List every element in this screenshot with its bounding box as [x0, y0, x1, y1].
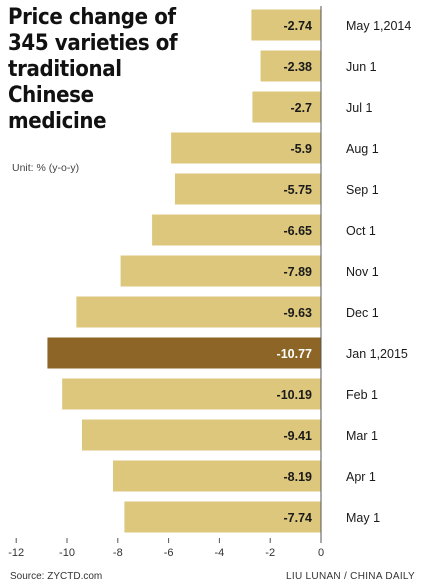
- category-label-9: Feb 1: [346, 388, 378, 402]
- source-note: Source: ZYCTD.com: [10, 571, 103, 582]
- category-label-7: Dec 1: [346, 306, 379, 320]
- bar-3: [171, 132, 321, 164]
- bar-2: [252, 91, 321, 123]
- category-label-1: Jun 1: [346, 60, 377, 74]
- category-label-0: May 1,2014: [346, 19, 411, 33]
- bar-value-label-8: -10.77: [277, 347, 312, 361]
- bar-value-label-2: -2.7: [290, 101, 312, 115]
- bar-value-label-7: -9.63: [284, 306, 313, 320]
- category-label-6: Nov 1: [346, 265, 379, 279]
- category-label-11: Apr 1: [346, 470, 376, 484]
- bar-value-label-3: -5.9: [290, 142, 312, 156]
- category-label-5: Oct 1: [346, 224, 376, 238]
- bar-5: [152, 214, 321, 246]
- category-label-3: Aug 1: [346, 142, 379, 156]
- x-axis: -12 -10 -8 -6 -4 -2 0: [8, 6, 324, 559]
- bar-value-label-6: -7.89: [284, 265, 313, 279]
- bar-6: [120, 255, 322, 287]
- bars-group: -2.74 May 1,2014 -2.38 Jun 1 -2.7 Jul 1 -5.9 Au…: [47, 9, 411, 533]
- x-tick-label-5: -2: [265, 547, 275, 559]
- bar-7: [76, 296, 321, 328]
- bar-value-label-4: -5.75: [284, 183, 313, 197]
- bar-value-label-11: -8.19: [284, 470, 313, 484]
- bar-1: [260, 50, 321, 82]
- credit-note: LIU LUNAN / CHINA DAILY: [286, 571, 415, 582]
- category-label-4: Sep 1: [346, 183, 379, 197]
- bar-9: [62, 378, 321, 410]
- bar-4: [174, 173, 321, 205]
- x-tick-label-4: -4: [215, 547, 225, 559]
- category-label-8: Jan 1,2015: [346, 347, 408, 361]
- bar-value-label-1: -2.38: [284, 60, 313, 74]
- bar-value-label-12: -7.74: [284, 511, 313, 525]
- x-tick-label-6: 0: [318, 547, 324, 559]
- x-tick-label-1: -10: [59, 547, 75, 559]
- bar-8: [47, 337, 321, 369]
- category-label-2: Jul 1: [346, 101, 372, 115]
- bar-12: [124, 501, 322, 533]
- unit-label: Unit: % (y-o-y): [12, 162, 80, 174]
- x-tick-label-0: -12: [8, 547, 24, 559]
- bar-value-label-9: -10.19: [277, 388, 312, 402]
- bar-value-label-10: -9.41: [284, 429, 313, 443]
- bar-11: [112, 460, 321, 492]
- chart-title: Price change of 345 varieties of traditi…: [8, 5, 178, 134]
- category-label-12: May 1: [346, 511, 380, 525]
- bar-10: [81, 419, 322, 451]
- bar-value-label-0: -2.74: [284, 19, 313, 33]
- bar-value-label-5: -6.65: [284, 224, 313, 238]
- category-label-10: Mar 1: [346, 429, 378, 443]
- bar-0: [251, 9, 321, 41]
- x-tick-label-3: -6: [164, 547, 174, 559]
- x-tick-label-2: -8: [113, 547, 123, 559]
